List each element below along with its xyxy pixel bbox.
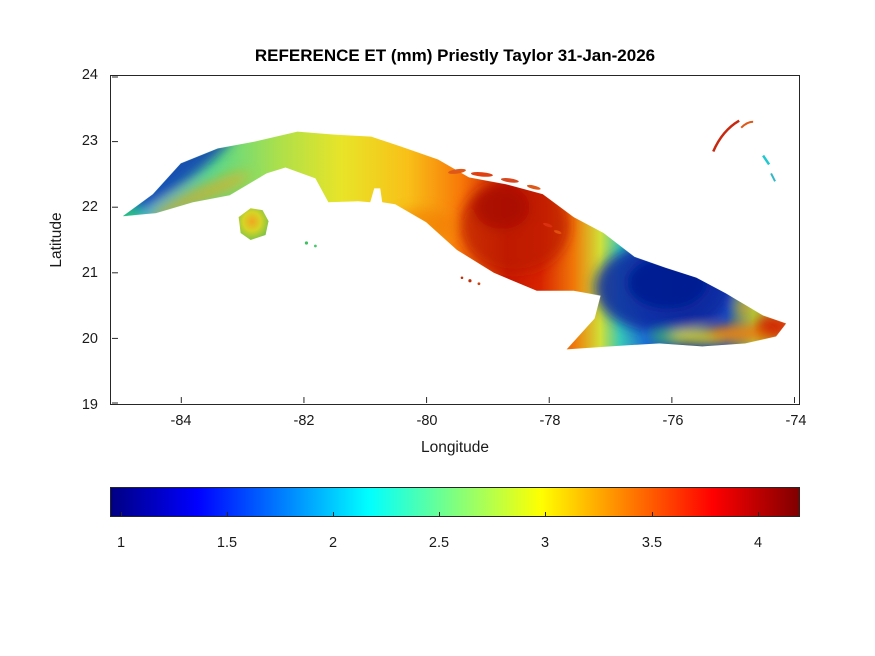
cuba-et-map <box>111 76 796 404</box>
x-tick-label: -74 <box>785 413 807 429</box>
plot-title: REFERENCE ET (mm) Priestly Taylor 31-Jan… <box>254 46 656 65</box>
colorbar-tick-label: 1 <box>116 535 126 551</box>
colorbar-tickmark <box>758 512 759 516</box>
x-axis-label: Longitude <box>420 439 490 456</box>
y-tick-label: 22 <box>81 199 98 215</box>
x-tick-label: -76 <box>662 413 684 429</box>
y-tick-label: 21 <box>81 265 98 281</box>
colorbar-tickmark <box>121 512 122 516</box>
colorbar <box>110 487 800 517</box>
colorbar-tick-label: 2 <box>328 535 338 551</box>
x-tick-label: -80 <box>416 413 438 429</box>
axis-tickmarks <box>111 76 796 404</box>
plot-area <box>110 75 800 405</box>
y-axis-label: Latitude <box>48 212 65 268</box>
offshore-cays <box>304 119 776 286</box>
x-tick-label: -82 <box>293 413 315 429</box>
x-tick-label: -78 <box>539 413 561 429</box>
colorbar-tickmark <box>439 512 440 516</box>
colorbar-tick-label: 1.5 <box>216 535 238 551</box>
colorbar-tick-label: 4 <box>753 535 763 551</box>
y-tick-label: 24 <box>81 67 98 83</box>
y-tick-label: 20 <box>81 331 98 347</box>
colorbar-tick-label: 2.5 <box>428 535 450 551</box>
et-regional-shading <box>122 131 787 345</box>
colorbar-tick-label: 3 <box>540 535 550 551</box>
colorbar-tickmark <box>333 512 334 516</box>
colorbar-tick-label: 3.5 <box>641 535 663 551</box>
y-tick-label: 23 <box>81 133 98 149</box>
colorbar-tickmark <box>227 512 228 516</box>
colorbar-tickmark <box>545 512 546 516</box>
x-tick-label: -84 <box>170 413 192 429</box>
colorbar-tickmark <box>652 512 653 516</box>
isla-de-la-juventud-heatmap <box>238 208 269 240</box>
y-tick-label: 19 <box>81 397 98 413</box>
